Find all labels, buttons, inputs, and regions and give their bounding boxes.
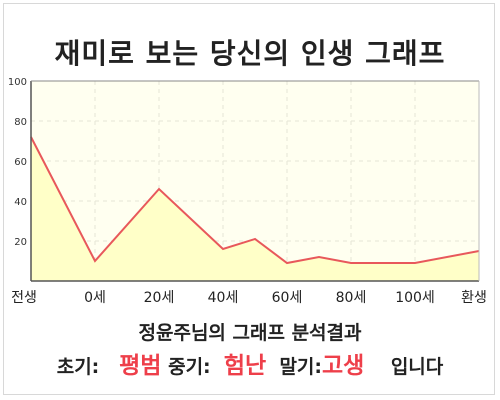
x-tick-label: 전생 (11, 290, 37, 306)
y-tick-labels: 20 40 60 80 100 (8, 77, 27, 248)
chart-title: 재미로 보는 당신의 인생 그래프 (54, 37, 446, 70)
middle-label: 중기: (168, 356, 211, 378)
series-line (30, 136, 480, 265)
x-tick-label: 100세 (395, 290, 435, 306)
y-tick-label: 20 (14, 237, 27, 248)
y-tick-label: 80 (14, 117, 27, 128)
middle-value: 험난 (223, 353, 267, 379)
x-tick-label: 40세 (208, 290, 239, 306)
ending-text: 입니다 (390, 356, 444, 378)
x-tick-label: 환생 (461, 290, 487, 306)
x-tick-label: 20세 (144, 290, 175, 306)
x-tick-labels: 전생 0세 20세 40세 60세 80세 100세 환생 (11, 290, 487, 306)
x-tick-label: 0세 (84, 290, 106, 306)
x-tick-label: 80세 (336, 290, 367, 306)
early-value: 평범 (119, 353, 162, 379)
x-tick-label: 60세 (272, 290, 303, 306)
late-label: 말기: (279, 356, 323, 378)
y-tick-label: 60 (14, 157, 27, 168)
analysis-result-title: 정윤주님의 그래프 분석결과 (138, 322, 362, 344)
late-value: 고생 (322, 353, 365, 379)
axes (30, 80, 480, 282)
y-tick-label: 100 (8, 77, 27, 88)
analysis-result-detail: 초기: 평범 중기: 험난 말기:고생 입니다 (0, 346, 500, 380)
early-label: 초기: (56, 356, 100, 378)
area-fill (31, 137, 479, 281)
card-frame (3, 3, 495, 395)
y-tick-label: 40 (14, 197, 27, 208)
